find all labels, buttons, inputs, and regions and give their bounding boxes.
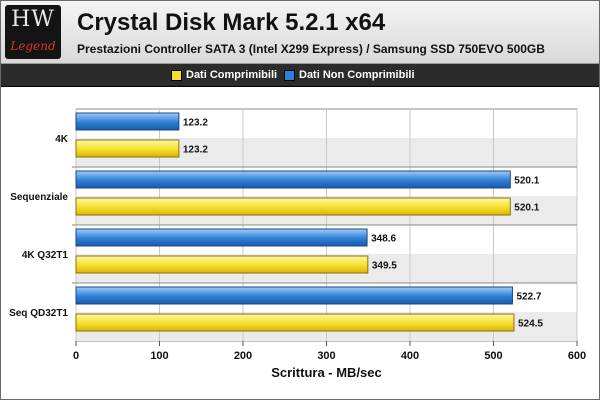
value-label: 524.5 xyxy=(518,319,543,330)
value-label: 123.2 xyxy=(183,145,208,156)
site-logo: HW Legend xyxy=(5,5,61,59)
category-label: Seq QD32T1 xyxy=(9,308,68,319)
category-label: 4K xyxy=(55,134,69,145)
logo-subtext: Legend xyxy=(10,39,56,53)
category-label: 4K Q32T1 xyxy=(22,250,69,261)
bar-compressible xyxy=(75,255,369,274)
x-tick-label: 200 xyxy=(234,350,252,362)
legend: Dati Comprimibili Dati Non Comprimibili xyxy=(171,67,421,83)
x-tick-label: 400 xyxy=(401,350,419,362)
value-label: 348.6 xyxy=(371,234,396,245)
value-label: 349.5 xyxy=(372,261,397,272)
bar-non-compressible xyxy=(75,228,368,247)
chart-header: HW Legend Crystal Disk Mark 5.2.1 x64 Pr… xyxy=(1,1,599,64)
legend-label-non-compressible: Dati Non Comprimibili xyxy=(299,69,415,81)
bar-non-compressible xyxy=(75,170,511,189)
legend-swatch-non-compressible xyxy=(284,70,295,81)
value-label: 123.2 xyxy=(183,118,208,129)
x-tick-label: 500 xyxy=(484,350,502,362)
value-label: 520.1 xyxy=(514,176,539,187)
legend-swatch-compressible xyxy=(171,70,182,81)
bar-compressible xyxy=(75,197,511,216)
x-tick-label: 100 xyxy=(150,350,168,362)
bar-non-compressible xyxy=(75,286,513,305)
legend-label-compressible: Dati Comprimibili xyxy=(186,69,278,81)
bar-compressible xyxy=(75,313,515,332)
value-label: 522.7 xyxy=(516,292,541,303)
value-label: 520.1 xyxy=(514,203,539,214)
logo-mark: HW xyxy=(11,7,55,32)
x-tick-label: 600 xyxy=(568,350,586,362)
legend-bar: Dati Comprimibili Dati Non Comprimibili xyxy=(1,64,599,87)
x-axis-title: Scrittura - MB/sec xyxy=(271,365,382,380)
x-tick-label: 300 xyxy=(317,350,335,362)
bar-compressible xyxy=(75,139,180,158)
x-tick-label: 0 xyxy=(73,350,79,362)
chart-title: Crystal Disk Mark 5.2.1 x64 xyxy=(77,9,386,36)
category-label: Sequenziale xyxy=(10,192,68,203)
bar-non-compressible xyxy=(75,112,180,131)
chart-subtitle: Prestazioni Controller SATA 3 (Intel X29… xyxy=(77,42,545,56)
